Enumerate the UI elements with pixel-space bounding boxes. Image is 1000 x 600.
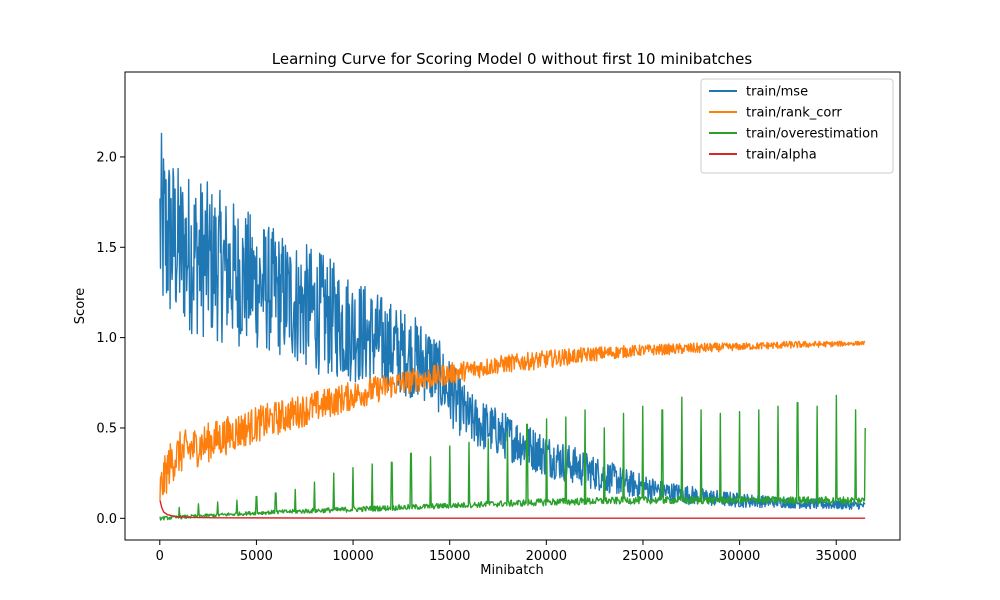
x-axis-label: Minibatch xyxy=(480,563,543,578)
legend-label-mse: train/mse xyxy=(746,85,808,100)
series-line-alpha xyxy=(159,500,866,519)
y-tick-label: 1.5 xyxy=(96,241,117,256)
legend-label-rank-corr: train/rank_corr xyxy=(746,106,842,121)
x-tick-label: 15000 xyxy=(429,549,470,564)
x-tick-label: 0 xyxy=(156,549,164,564)
y-tick-label: 1.0 xyxy=(96,331,117,346)
x-tick-label: 35000 xyxy=(816,549,857,564)
y-axis-label: Score xyxy=(73,288,88,324)
plot-area-frame xyxy=(124,71,901,541)
chart-title: Learning Curve for Scoring Model 0 witho… xyxy=(272,50,753,68)
legend-box xyxy=(700,78,894,174)
x-tick-label: 5000 xyxy=(240,549,273,564)
y-tick-label: 2.0 xyxy=(96,150,117,165)
legend-label-alpha: train/alpha xyxy=(746,148,817,163)
y-tick-label: 0.0 xyxy=(96,512,117,527)
legend: train/mse train/rank_corr train/overestima… xyxy=(700,78,894,174)
series-line-mse xyxy=(159,132,866,510)
y-axis: 0.0 0.5 1.0 1.5 2.0 xyxy=(96,150,125,527)
series-line-overestimation xyxy=(159,394,866,521)
x-axis: 0 5000 10000 15000 20000 25000 30000 35000 xyxy=(156,540,857,564)
y-tick-label: 0.5 xyxy=(96,421,117,436)
x-tick-label: 30000 xyxy=(719,549,760,564)
x-tick-label: 20000 xyxy=(526,549,567,564)
x-tick-label: 10000 xyxy=(332,549,373,564)
series-layer xyxy=(159,132,866,521)
x-tick-label: 25000 xyxy=(622,549,663,564)
legend-label-overestimation: train/overestimation xyxy=(746,127,878,142)
series-line-rank-corr xyxy=(159,340,866,500)
